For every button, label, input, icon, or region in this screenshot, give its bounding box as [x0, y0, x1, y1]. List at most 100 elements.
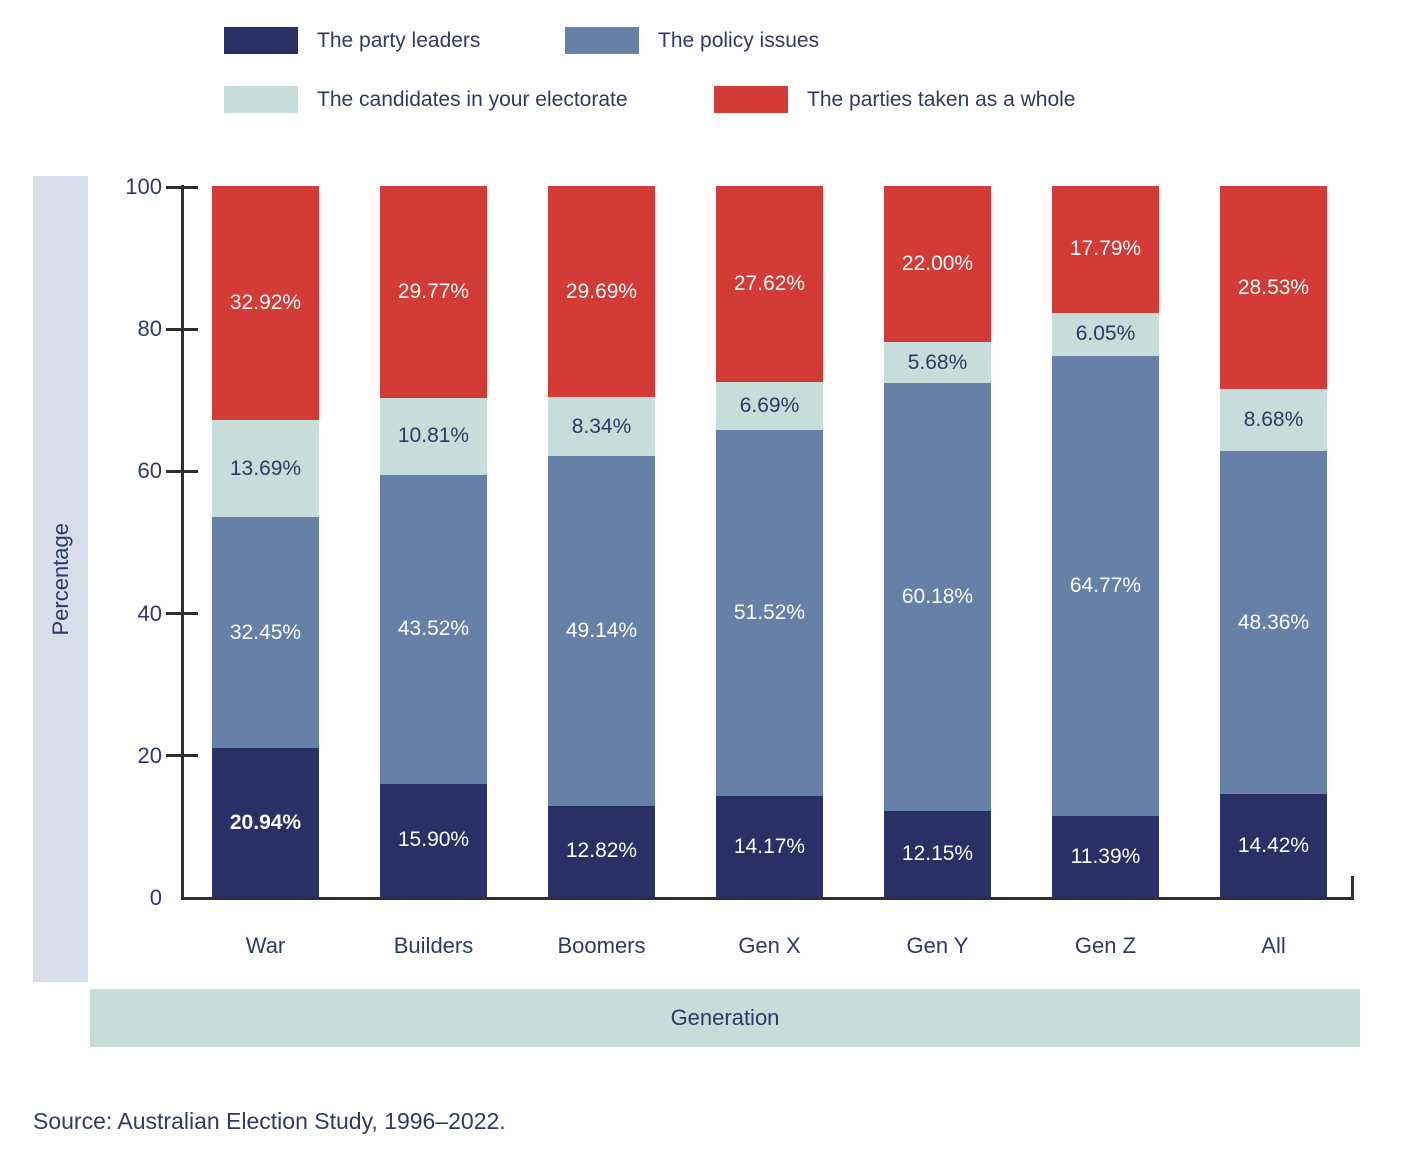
- y-axis-tick-mark: [166, 185, 198, 189]
- y-axis-tick-label: 100: [125, 174, 162, 199]
- bar-segment: 15.90%: [380, 783, 487, 897]
- legend-item-parties-whole: The parties taken as a whole: [714, 86, 1076, 113]
- bar-segment: 49.14%: [548, 456, 655, 806]
- x-axis-end-tick: [1351, 876, 1354, 898]
- y-axis-tick-label: 20: [137, 742, 162, 768]
- bar-segment: 13.69%: [212, 420, 319, 518]
- bar-segment: 8.34%: [548, 397, 655, 457]
- bar-segment: 27.62%: [716, 186, 823, 383]
- bar-segment: 10.81%: [380, 397, 487, 475]
- bar-segment: 60.18%: [884, 382, 991, 811]
- y-axis-tick-label: 80: [137, 316, 162, 342]
- bar-segment: 28.53%: [1220, 186, 1327, 389]
- bar-segment-value-label: 29.77%: [397, 279, 470, 303]
- bar-segment: 14.42%: [1220, 794, 1327, 897]
- bar-segment: 17.79%: [1052, 186, 1159, 313]
- x-axis-category-label: Boomers: [557, 933, 646, 958]
- legend-item-party-leaders: The party leaders: [224, 27, 480, 54]
- y-axis-tick-mark: [166, 754, 198, 758]
- bar-gen-z: 11.39% 64.77% 6.05% 17.79%: [1052, 186, 1159, 897]
- bar-builders: 15.90% 43.52% 10.81% 29.77%: [380, 186, 487, 897]
- bar-segment-value-label: 64.77%: [1069, 573, 1142, 597]
- x-axis-title: Generation: [670, 1005, 780, 1030]
- bar-segment-value-label: 51.52%: [733, 601, 806, 625]
- bar-segment: 51.52%: [716, 429, 823, 797]
- bar-segment-value-label: 49.14%: [565, 619, 638, 643]
- bar-segment: 64.77%: [1052, 355, 1159, 817]
- legend-swatch-policy-issues-icon: [565, 27, 639, 54]
- bar-segment-value-label: 8.68%: [1243, 407, 1304, 431]
- bar-segment: 12.15%: [884, 810, 991, 897]
- bar-segment-value-label: 5.68%: [907, 350, 968, 374]
- bar-war: 20.94% 32.45% 13.69% 32.92%: [212, 186, 319, 897]
- bar-segment-value-label: 14.42%: [1237, 833, 1310, 857]
- bar-segment: 6.69%: [716, 382, 823, 430]
- bar-gen-y: 12.15% 60.18% 5.68% 22.00%: [884, 185, 991, 897]
- y-axis-tick-label: 60: [137, 458, 162, 484]
- x-axis-category-label: Builders: [393, 933, 474, 958]
- legend-swatch-candidates-icon: [224, 86, 298, 113]
- bar-segment: 32.45%: [212, 517, 319, 749]
- bar-segment-value-label: 27.62%: [733, 272, 806, 296]
- legend-item-policy-issues: The policy issues: [565, 27, 819, 54]
- bar-segment-value-label: 20.94%: [229, 810, 302, 834]
- bar-segment-value-label: 32.45%: [229, 620, 302, 644]
- bar-gen-x: 14.17% 51.52% 6.69% 27.62%: [716, 186, 823, 897]
- bar-segment: 22.00%: [884, 185, 991, 343]
- x-axis-title-band: Generation: [90, 989, 1360, 1047]
- legend-item-candidates: The candidates in your electorate: [224, 86, 628, 113]
- x-axis-category-label: Gen Y: [906, 933, 969, 958]
- y-axis-tick-mark: [166, 612, 198, 616]
- bar-segment-value-label: 28.53%: [1237, 275, 1310, 299]
- y-axis-tick-label: 0: [149, 885, 162, 910]
- bar-segment-value-label: 6.69%: [739, 394, 800, 418]
- bar-segment-value-label: 60.18%: [901, 584, 974, 608]
- bar-segment: 48.36%: [1220, 450, 1327, 795]
- bar-segment: 6.05%: [1052, 312, 1159, 356]
- x-axis-category-label: Gen Z: [1074, 933, 1137, 958]
- legend-label: The party leaders: [317, 28, 481, 52]
- bar-segment: 32.92%: [212, 186, 319, 421]
- bars-layer: 20.94% 32.45% 13.69% 32.92% 15.90% 43.52% 10.8…: [0, 185, 1417, 897]
- y-axis-tick-mark: [166, 327, 198, 331]
- x-axis-category-label: War: [245, 933, 286, 958]
- bar-segment-value-label: 11.39%: [1070, 844, 1141, 868]
- bar-segment: 29.77%: [380, 186, 487, 398]
- bar-segment: 29.69%: [548, 186, 655, 398]
- legend-swatch-party-leaders-icon: [224, 27, 298, 54]
- bar-boomers: 12.82% 49.14% 8.34% 29.69%: [548, 186, 655, 897]
- bar-segment: 20.94%: [212, 748, 319, 897]
- source-note: Source: Australian Election Study, 1996–…: [33, 1108, 506, 1134]
- bar-segment: 11.39%: [1052, 816, 1159, 897]
- legend-label: The candidates in your electorate: [317, 87, 628, 111]
- y-axis-title-band: Percentage: [33, 176, 88, 982]
- bar-segment-value-label: 15.90%: [397, 828, 470, 852]
- bar-segment-value-label: 6.05%: [1075, 322, 1136, 346]
- bar-segment-value-label: 43.52%: [397, 617, 470, 641]
- bar-segment-value-label: 48.36%: [1237, 610, 1310, 634]
- legend-label: The parties taken as a whole: [807, 87, 1076, 111]
- bar-segment-value-label: 12.82%: [565, 839, 638, 863]
- bar-segment: 5.68%: [884, 342, 991, 383]
- bar-segment: 43.52%: [380, 474, 487, 784]
- x-axis-category-label: Gen X: [738, 933, 801, 958]
- legend-label: The policy issues: [658, 28, 820, 52]
- x-axis-category-label: All: [1261, 933, 1286, 958]
- bar-segment-value-label: 10.81%: [397, 424, 470, 448]
- y-axis-tick-label: 40: [137, 600, 162, 626]
- bar-all: 14.42% 48.36% 8.68% 28.53%: [1220, 186, 1327, 897]
- x-axis-line: [181, 897, 1354, 900]
- bar-segment-value-label: 32.92%: [229, 291, 302, 315]
- bar-segment-value-label: 12.15%: [901, 841, 974, 865]
- bar-segment-value-label: 22.00%: [901, 252, 974, 276]
- bar-segment-value-label: 17.79%: [1069, 237, 1142, 261]
- bar-segment-value-label: 8.34%: [571, 414, 632, 438]
- legend-swatch-parties-whole-icon: [714, 86, 788, 113]
- bar-segment: 12.82%: [548, 805, 655, 897]
- bar-segment: 8.68%: [1220, 388, 1327, 451]
- bar-segment-value-label: 14.17%: [733, 834, 806, 858]
- y-axis-tick-mark: [166, 469, 198, 473]
- bar-segment-value-label: 29.69%: [565, 279, 638, 303]
- y-axis-line: [181, 185, 184, 898]
